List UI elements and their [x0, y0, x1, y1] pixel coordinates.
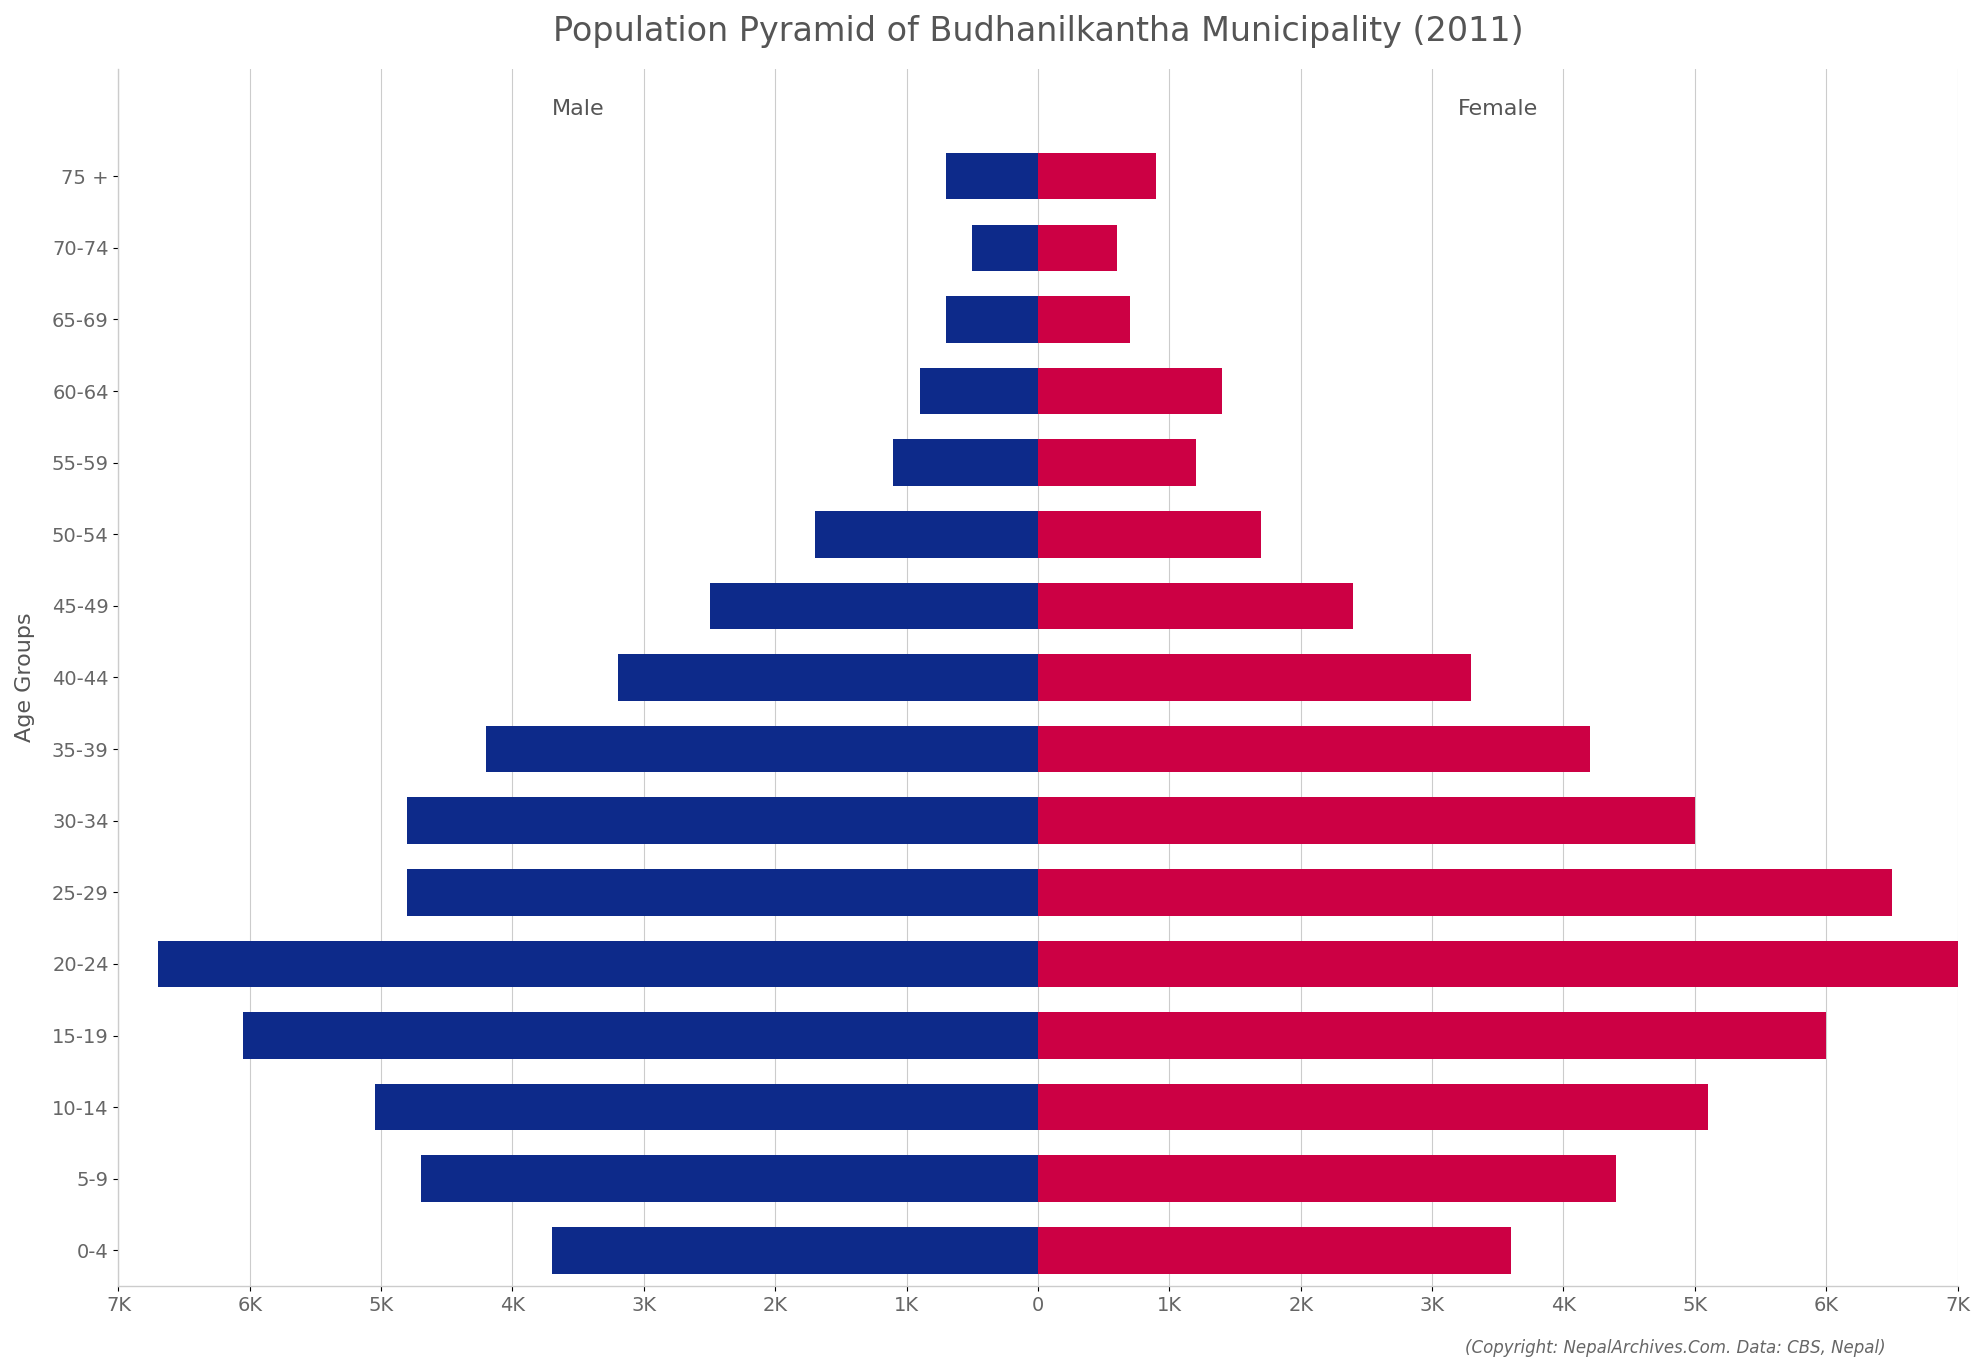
Bar: [407, 869, 1038, 916]
Bar: [1038, 225, 1118, 271]
Bar: [1038, 725, 1590, 772]
Bar: [1038, 1084, 1707, 1131]
Y-axis label: Age Groups: Age Groups: [16, 613, 36, 742]
Bar: [709, 583, 1038, 629]
Bar: [1038, 941, 1957, 987]
Bar: [1038, 296, 1129, 343]
Bar: [552, 1227, 1038, 1274]
Bar: [1038, 154, 1155, 199]
Bar: [1038, 654, 1471, 701]
Bar: [1038, 1156, 1616, 1202]
Bar: [157, 941, 1038, 987]
Bar: [919, 367, 1038, 414]
Bar: [375, 1084, 1038, 1131]
Bar: [1038, 1012, 1826, 1058]
Bar: [1038, 583, 1354, 629]
Bar: [421, 1156, 1038, 1202]
Bar: [1038, 367, 1223, 414]
Text: Female: Female: [1457, 99, 1538, 119]
Text: Male: Male: [552, 99, 605, 119]
Text: (Copyright: NepalArchives.Com. Data: CBS, Nepal): (Copyright: NepalArchives.Com. Data: CBS…: [1465, 1339, 1886, 1357]
Bar: [407, 798, 1038, 845]
Bar: [973, 225, 1038, 271]
Bar: [1038, 869, 1892, 916]
Bar: [1038, 439, 1195, 485]
Bar: [947, 154, 1038, 199]
Title: Population Pyramid of Budhanilkantha Municipality (2011): Population Pyramid of Budhanilkantha Mun…: [552, 15, 1522, 48]
Bar: [814, 511, 1038, 558]
Bar: [1038, 1227, 1511, 1274]
Bar: [947, 296, 1038, 343]
Bar: [244, 1012, 1038, 1058]
Bar: [617, 654, 1038, 701]
Bar: [1038, 511, 1260, 558]
Bar: [893, 439, 1038, 485]
Bar: [1038, 798, 1695, 845]
Bar: [486, 725, 1038, 772]
